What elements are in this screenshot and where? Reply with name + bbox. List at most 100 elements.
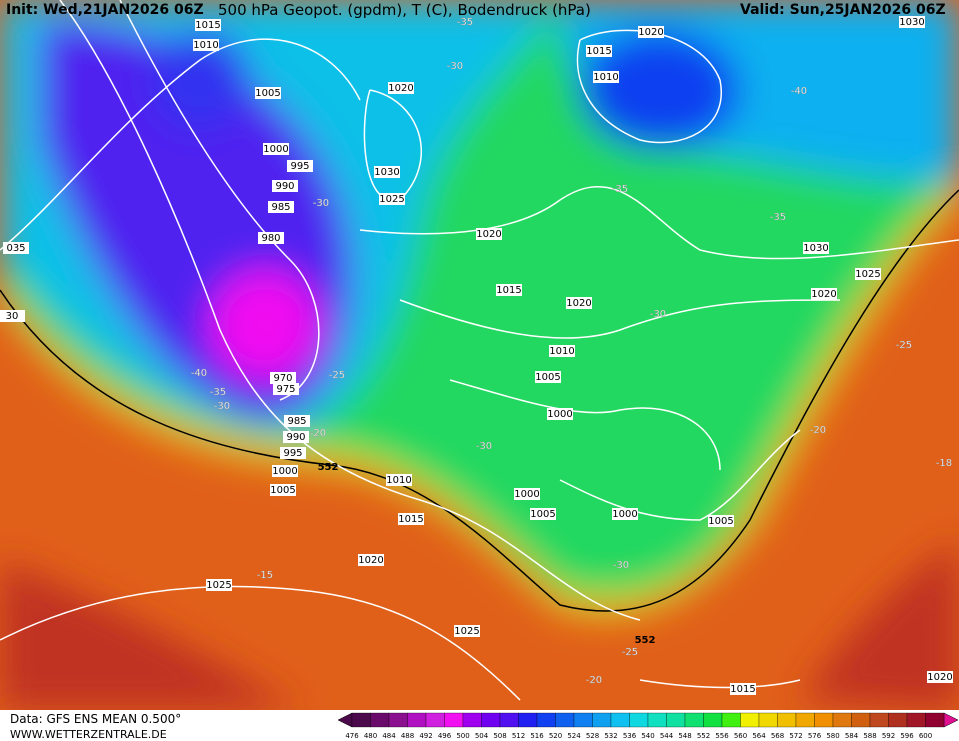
colorbar-swatch [666,712,686,728]
isobar-label: 1015 [398,514,423,525]
isobar-label-box [586,45,612,57]
isobar-label-box [530,508,556,520]
isobar-label-box [193,39,219,51]
isobar-label-box [476,228,502,240]
colorbar-swatch [740,712,760,728]
isobar-label: 1015 [195,20,220,31]
isobar-label-box [398,513,424,525]
isobar-label: 1020 [638,27,663,38]
colorbar-swatch [869,712,889,728]
isobar-label: 1010 [593,72,618,83]
colorbar-label: 560 [734,732,747,740]
colorbar-swatch [592,712,612,728]
isobar-label-box [549,345,575,357]
field [0,0,959,710]
isobar-label: 980 [261,233,280,244]
isobar-label-box [255,87,281,99]
isobar-label: 1005 [530,509,555,520]
colorbar-swatch [610,712,630,728]
colorbar-swatch [462,712,482,728]
colorbar-label: 504 [475,732,489,740]
temperature-label: -25 [896,340,912,351]
isobar-label-box [268,201,294,213]
isobar-label-box [3,242,29,254]
isobar-label-box [612,508,638,520]
colorbar-swatch [832,712,852,728]
isobar-label-box [638,26,664,38]
isobar-label-box [811,288,837,300]
colorbar-label: 596 [900,732,914,740]
isobar-label: 1010 [386,475,411,486]
colorbar-swatch [925,712,945,728]
temperature-label: -20 [586,675,602,686]
colorbar-label: 484 [382,732,396,740]
colorbar-label: 540 [641,732,654,740]
isobar-label: 1000 [612,509,637,520]
isobar-label-box [388,82,414,94]
colorbar-swatch [425,712,445,728]
isobar-label: 1020 [388,83,413,94]
isobar-label-box [270,484,296,496]
colorbar-label: 592 [882,732,895,740]
colorbar-label: 528 [586,732,599,740]
colorbar-swatch [481,712,501,728]
isobar-label-box [496,284,522,296]
data-source: Data: GFS ENS MEAN 0.500° [10,712,181,726]
colorbar-swatch [814,712,834,728]
isobar-label: 1020 [811,289,836,300]
colorbar-label: 536 [623,732,637,740]
temperature-label: -20 [310,428,326,439]
isobar-label: 1005 [535,372,560,383]
valid-time: Valid: Sun,25JAN2026 06Z [740,2,946,18]
temperature-label: -25 [329,370,345,381]
colorbar-swatch [573,712,593,728]
temperature-label: -20 [810,425,826,436]
colorbar-swatch [795,712,815,728]
temperature-label: -30 [476,441,492,452]
isobar-label: 1030 [899,17,924,28]
isobar-label-box [454,625,480,637]
colorbar-swatch [888,712,908,728]
website: WWW.WETTERZENTRALE.DE [10,728,167,741]
isobar-label-box [535,371,561,383]
isobar-label: 1000 [547,409,572,420]
isobar-label: 1020 [358,555,383,566]
colorbar-label: 584 [845,732,859,740]
colorbar-swatch [536,712,556,728]
colorbar-swatch [684,712,704,728]
colorbar-swatch [518,712,538,728]
isobar-label: 1005 [708,516,733,527]
temperature-label: -30 [613,560,629,571]
colorbar-swatch [444,712,464,728]
colorbar-swatch [370,712,390,728]
isobar-label-box [263,143,289,155]
colorbar-label: 588 [863,732,876,740]
isobar-label: 1025 [379,194,404,205]
isobar-label: 1030 [803,243,828,254]
temperature-label: -35 [457,17,473,28]
isobar-label: 1020 [566,298,591,309]
isobar-label: 985 [271,202,290,213]
isobar-label-box [803,242,829,254]
colorbar-label: 512 [512,732,525,740]
temperature-label: -35 [210,387,226,398]
temperature-label: -35 [612,184,628,195]
colorbar-label: 524 [567,732,581,740]
isobar-label: 1015 [586,46,611,57]
isobar-label-box [272,465,298,477]
colorbar-label: 548 [678,732,691,740]
map-title: 500 hPa Geopot. (gpdm), T (C), Bodendruc… [218,1,591,19]
isobar-label: 995 [283,448,302,459]
isobar-label-box [283,431,309,443]
colorbar-label: 516 [530,732,544,740]
isobar-label: 035 [6,243,25,254]
isobar-label-box [379,193,405,205]
isobar-label-box [566,297,592,309]
colorbar-label: 564 [752,732,766,740]
isobar-label-box [284,415,310,427]
isobar-label-box [730,683,756,695]
temperature-label: -25 [622,647,638,658]
isobar-label: 1000 [514,489,539,500]
